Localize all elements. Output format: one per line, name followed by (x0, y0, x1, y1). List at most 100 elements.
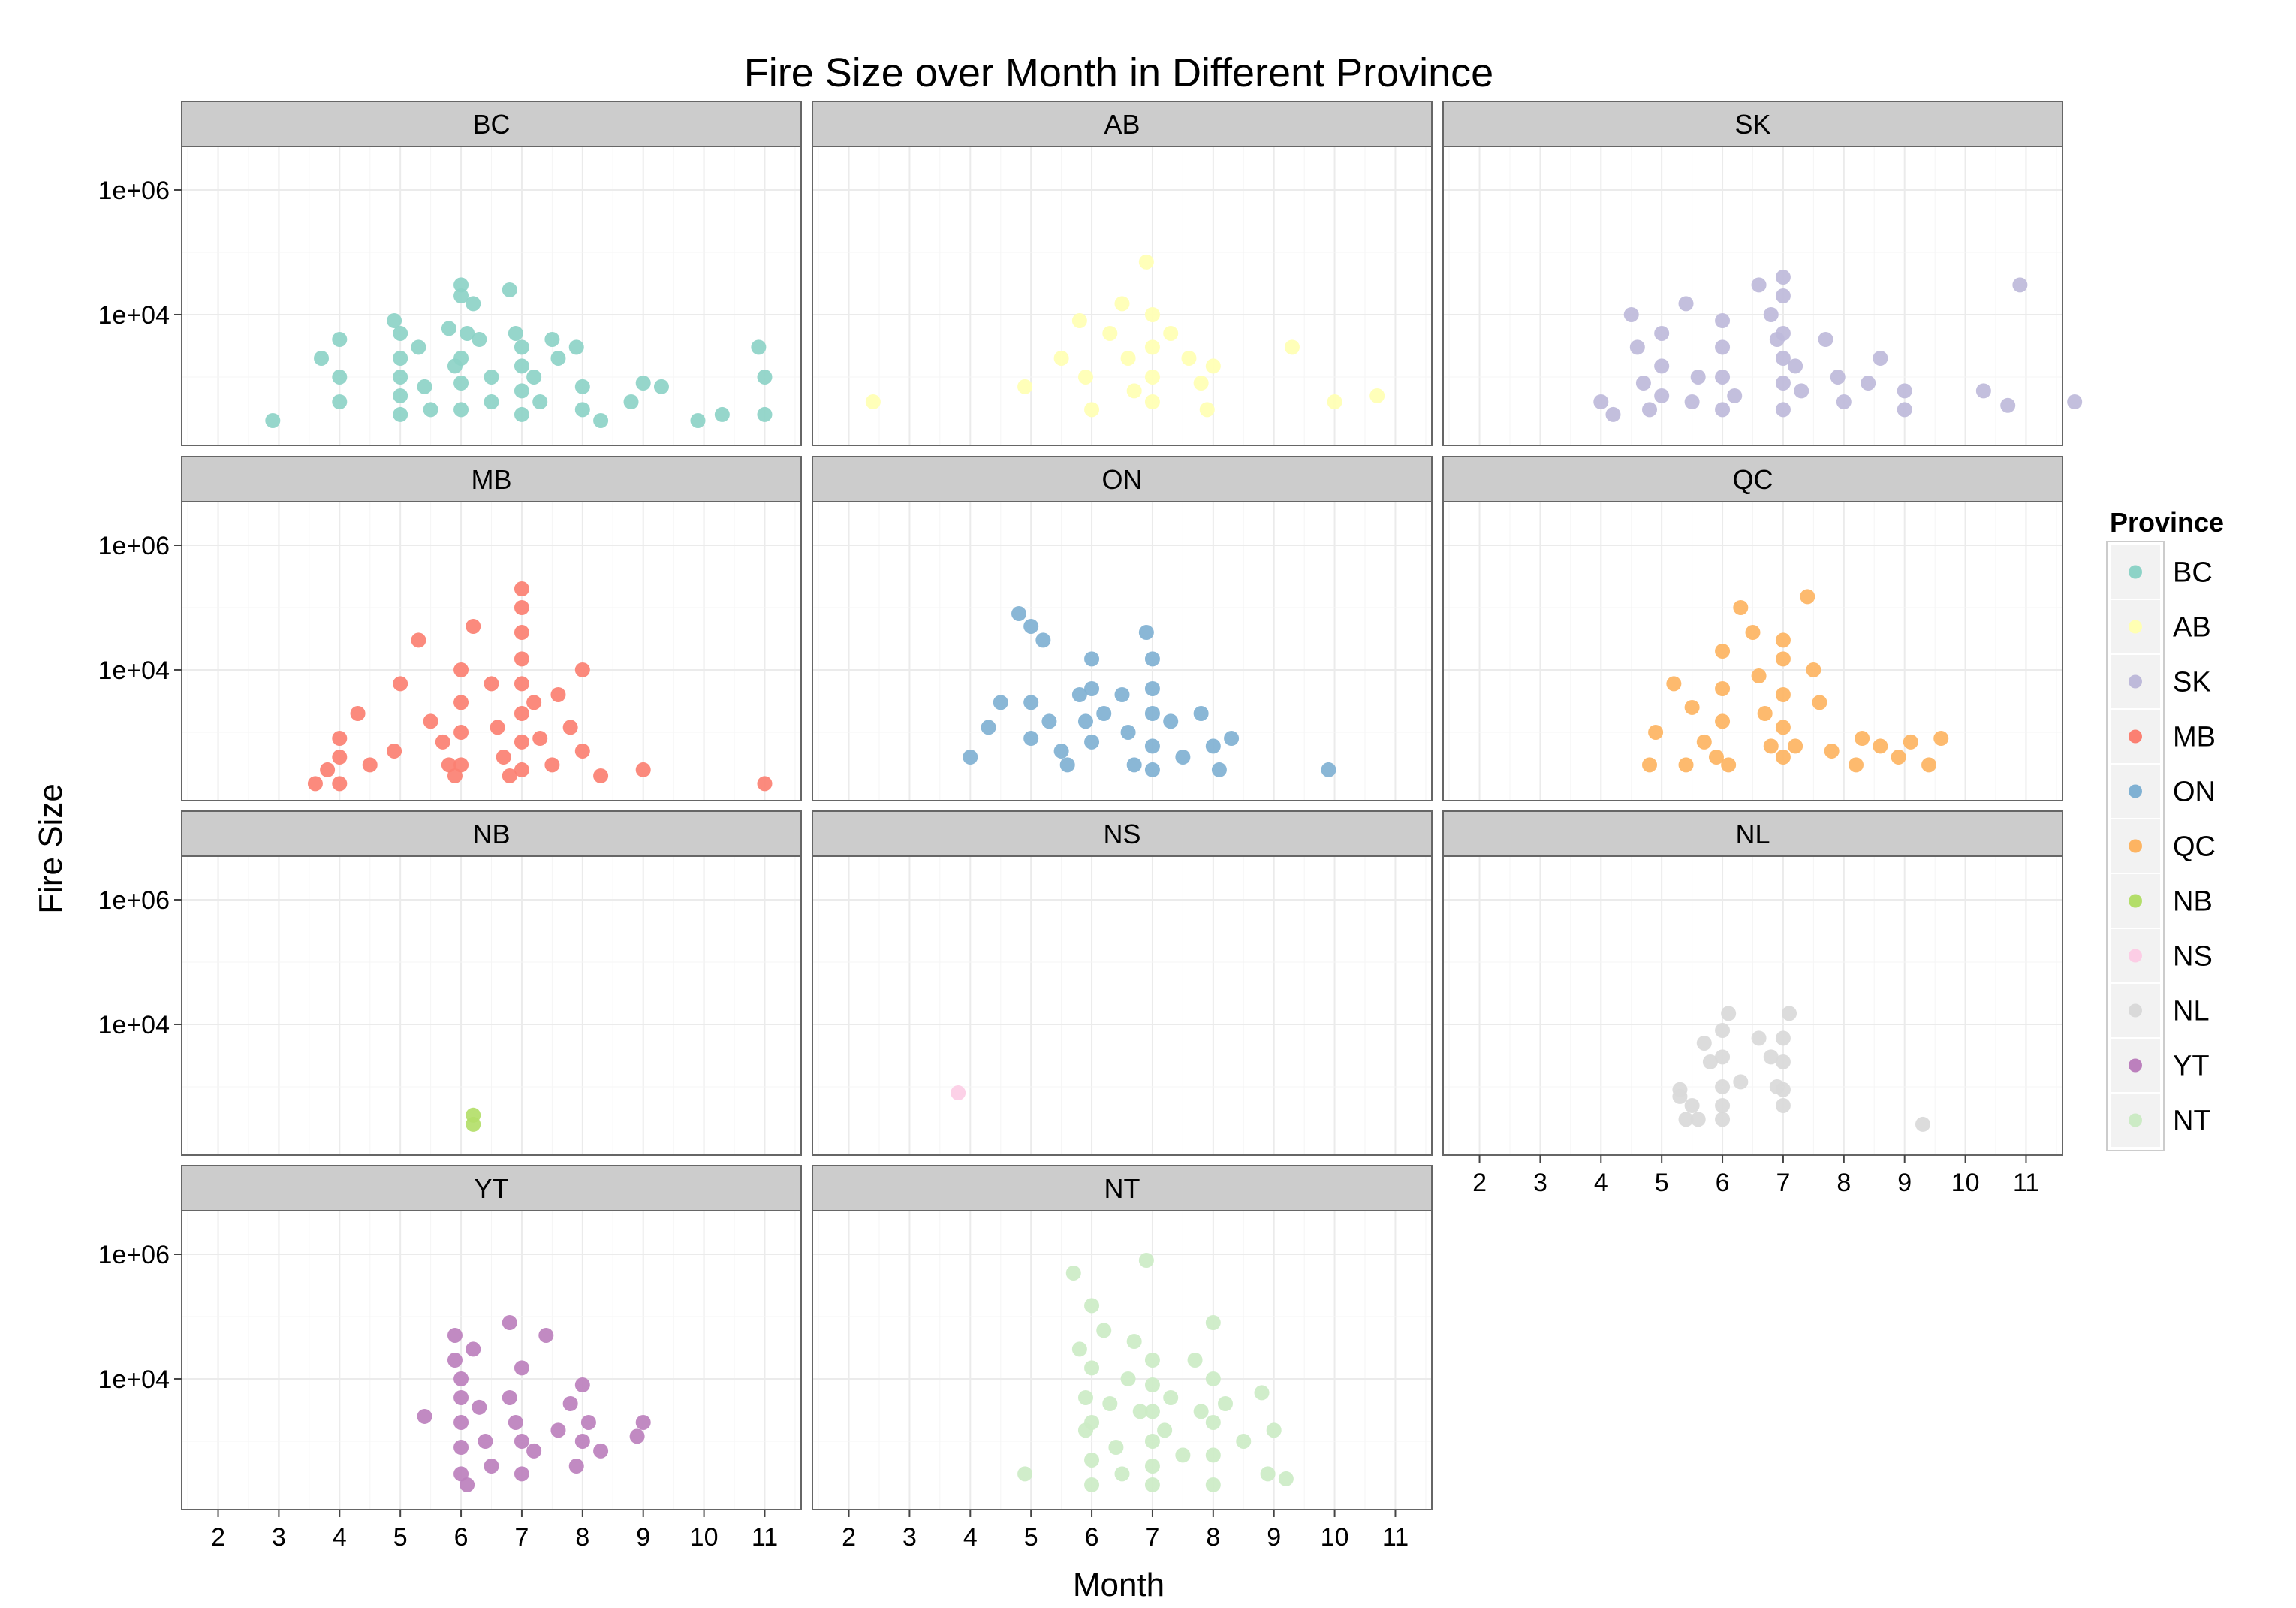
data-point-nt (1205, 1315, 1221, 1331)
x-axis-title: Month (1073, 1567, 1165, 1603)
facet-strip-label: NL (1735, 819, 1770, 849)
data-point-mb (574, 743, 590, 759)
data-point-yt (508, 1414, 523, 1430)
data-point-qc (1775, 687, 1791, 703)
data-point-ab (1199, 402, 1215, 418)
data-point-nt (1102, 1396, 1118, 1412)
data-point-bc (484, 369, 499, 385)
data-point-nl (1775, 1082, 1791, 1097)
data-point-mb (514, 762, 529, 777)
data-point-ab (1126, 383, 1142, 399)
data-point-nt (1084, 1414, 1100, 1430)
data-point-nt (1084, 1452, 1100, 1468)
facet-strip (1442, 101, 2063, 147)
facet-strip-label: ON (1102, 464, 1143, 495)
data-point-yt (484, 1458, 499, 1474)
points (417, 1315, 651, 1492)
data-point-mb (484, 676, 499, 692)
data-point-qc (1684, 699, 1700, 715)
data-point-nl (1715, 1049, 1731, 1065)
facet-strip-label: NB (472, 819, 510, 849)
data-point-bc (574, 379, 590, 394)
data-point-bc (453, 350, 469, 366)
x-tick-label: 3 (902, 1523, 917, 1552)
facet-strip (812, 810, 1433, 857)
panel-border (812, 501, 1433, 801)
data-point-qc (1763, 738, 1779, 754)
data-point-nt (1084, 1477, 1100, 1492)
data-point-on (1023, 618, 1039, 634)
data-point-nt (1187, 1353, 1203, 1368)
legend-label: NT (2173, 1106, 2211, 1137)
data-point-qc (1806, 662, 1821, 677)
data-point-bc (472, 332, 487, 348)
data-point-nt (1144, 1353, 1160, 1368)
data-point-yt (502, 1315, 517, 1331)
data-point-sk (1635, 376, 1651, 391)
facet-panel-ab: AB (812, 101, 1433, 446)
data-point-ab (1327, 394, 1342, 409)
data-point-nt (1175, 1447, 1191, 1463)
data-point-qc (1775, 720, 1791, 735)
data-point-nl (1715, 1023, 1731, 1039)
data-point-mb (320, 762, 336, 777)
data-point-yt (514, 1360, 529, 1376)
data-point-on (1084, 680, 1100, 696)
data-point-qc (1812, 695, 1827, 710)
data-point-on (1205, 738, 1221, 754)
data-point-nt (1084, 1298, 1100, 1314)
data-point-sk (1715, 313, 1731, 329)
data-point-sk (1897, 402, 1912, 418)
data-point-qc (1849, 757, 1864, 773)
y-tick-label: 1e+06 (98, 532, 170, 560)
data-point-sk (1715, 369, 1731, 385)
data-point-on (1023, 695, 1039, 710)
data-point-nb (466, 1107, 481, 1123)
data-point-yt (550, 1422, 566, 1438)
data-point-ns (951, 1085, 966, 1101)
data-point-mb (544, 757, 560, 773)
data-point-qc (1745, 625, 1761, 641)
data-point-nt (1254, 1385, 1270, 1401)
data-point-yt (502, 1389, 517, 1405)
data-point-yt (453, 1466, 469, 1482)
data-point-mb (514, 581, 529, 597)
data-point-ab (1017, 379, 1033, 394)
data-point-on (1211, 762, 1227, 777)
data-point-bc (387, 313, 402, 329)
data-point-nl (1751, 1030, 1767, 1046)
points (963, 606, 1336, 777)
data-point-mb (502, 768, 517, 783)
panel-border (812, 855, 1433, 1156)
data-point-sk (1836, 394, 1852, 409)
x-tick-label: 2 (211, 1523, 225, 1552)
data-point-ab (1144, 306, 1160, 322)
data-point-nt (1138, 1253, 1154, 1269)
data-point-nt (1071, 1341, 1087, 1357)
data-point-yt (580, 1414, 596, 1430)
data-point-bc (265, 412, 281, 428)
legend-swatch (2129, 784, 2142, 798)
data-point-yt (453, 1414, 469, 1430)
data-point-bc (411, 339, 426, 355)
data-point-bc (393, 350, 408, 366)
data-point-sk (2000, 397, 2016, 413)
data-point-sk (1629, 339, 1645, 355)
data-point-nt (1077, 1389, 1093, 1405)
grid-lines (812, 502, 1432, 801)
data-point-yt (562, 1396, 578, 1412)
data-point-nt (1205, 1414, 1221, 1430)
data-point-bc (574, 402, 590, 418)
legend-item-nl: NL (2109, 982, 2210, 1039)
data-point-sk (1715, 339, 1731, 355)
data-point-on (1224, 731, 1240, 747)
legend-item-qc: QC (2109, 818, 2216, 874)
data-point-bc (757, 406, 773, 422)
data-point-on (1071, 687, 1087, 703)
data-point-sk (1642, 402, 1657, 418)
data-point-yt (574, 1377, 590, 1393)
data-point-nt (1084, 1360, 1100, 1376)
data-point-bc (653, 379, 669, 394)
data-point-bc (393, 406, 408, 422)
